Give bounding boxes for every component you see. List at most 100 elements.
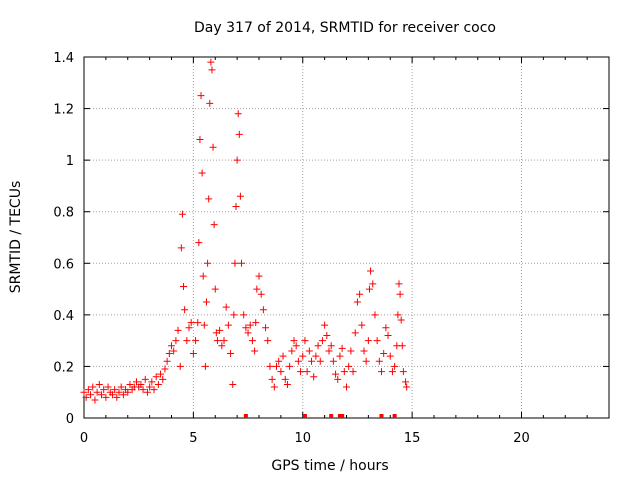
data-point bbox=[211, 285, 219, 293]
data-point bbox=[314, 342, 322, 350]
data-point bbox=[373, 337, 381, 345]
y-tick-label: 1 bbox=[66, 154, 74, 169]
data-point bbox=[194, 319, 202, 327]
data-point bbox=[227, 350, 235, 358]
zero-marker bbox=[243, 414, 248, 418]
data-point bbox=[102, 393, 110, 401]
data-point bbox=[209, 143, 217, 151]
data-point bbox=[174, 326, 182, 334]
data-point bbox=[231, 259, 239, 267]
data-point bbox=[338, 344, 346, 352]
data-point bbox=[332, 370, 340, 378]
data-point bbox=[187, 319, 195, 327]
data-point bbox=[197, 92, 205, 100]
data-point bbox=[299, 352, 307, 360]
zero-marker bbox=[329, 414, 334, 418]
data-point bbox=[146, 383, 154, 391]
data-point bbox=[264, 337, 272, 345]
data-point bbox=[297, 368, 305, 376]
data-point bbox=[349, 368, 357, 376]
data-point bbox=[336, 352, 344, 360]
data-point bbox=[248, 337, 256, 345]
data-point bbox=[340, 368, 348, 376]
data-point bbox=[301, 337, 309, 345]
data-point bbox=[334, 375, 342, 383]
data-point bbox=[137, 380, 145, 388]
y-tick-label: 1.2 bbox=[53, 103, 74, 118]
data-point bbox=[199, 272, 207, 280]
data-point bbox=[294, 357, 302, 365]
data-point bbox=[98, 391, 105, 399]
data-point bbox=[358, 321, 366, 329]
data-point bbox=[378, 368, 385, 376]
data-point bbox=[200, 321, 208, 329]
data-point bbox=[356, 290, 364, 298]
data-point bbox=[242, 324, 250, 332]
data-point bbox=[233, 156, 241, 164]
data-point bbox=[308, 357, 315, 365]
data-point bbox=[244, 329, 252, 337]
data-point bbox=[329, 357, 337, 365]
data-point bbox=[207, 58, 215, 66]
data-point bbox=[220, 337, 228, 345]
data-point bbox=[266, 362, 274, 370]
data-point bbox=[232, 203, 240, 211]
data-point bbox=[286, 362, 294, 370]
data-point bbox=[84, 386, 92, 394]
data-point bbox=[252, 319, 260, 327]
grid-lines bbox=[84, 57, 609, 418]
data-point bbox=[367, 267, 375, 275]
tick-labels: 0 0.2 0.4 0.6 0.8 1 1.2 1.4 0 5 10 15 20 bbox=[53, 51, 529, 446]
data-point bbox=[259, 306, 267, 314]
data-point bbox=[347, 347, 355, 355]
data-point bbox=[115, 388, 123, 396]
x-axis-label: GPS time / hours bbox=[271, 458, 388, 474]
data-point bbox=[262, 324, 270, 332]
data-point bbox=[399, 368, 407, 376]
zero-marker bbox=[302, 414, 307, 418]
x-tick-label: 0 bbox=[80, 431, 88, 446]
axis-ticks bbox=[83, 56, 609, 419]
data-point bbox=[268, 375, 276, 383]
data-point bbox=[152, 373, 160, 381]
y-tick-label: 1.4 bbox=[53, 51, 74, 66]
data-point bbox=[312, 352, 320, 360]
data-point bbox=[133, 378, 140, 386]
data-point bbox=[305, 347, 313, 355]
data-point bbox=[198, 169, 206, 177]
data-point bbox=[255, 272, 263, 280]
data-point bbox=[270, 383, 278, 391]
data-point bbox=[100, 386, 108, 394]
data-point bbox=[362, 357, 370, 365]
data-point bbox=[210, 221, 218, 229]
data-point bbox=[159, 375, 167, 383]
chart-title: Day 317 of 2014, SRMTID for receiver coc… bbox=[194, 20, 496, 36]
data-point bbox=[395, 280, 403, 288]
data-point bbox=[91, 396, 99, 404]
data-point bbox=[168, 342, 175, 350]
data-point bbox=[275, 357, 283, 365]
data-point bbox=[403, 383, 411, 391]
data-point bbox=[192, 337, 200, 345]
data-point bbox=[234, 110, 242, 118]
data-point bbox=[240, 311, 248, 319]
data-point bbox=[364, 337, 372, 345]
data-point bbox=[93, 388, 101, 396]
data-point bbox=[201, 362, 209, 370]
data-point bbox=[382, 324, 390, 332]
data-point bbox=[303, 368, 311, 376]
data-point bbox=[283, 380, 291, 388]
data-point bbox=[238, 259, 245, 267]
x-tick-label: 5 bbox=[189, 431, 197, 446]
y-tick-label: 0.2 bbox=[53, 360, 74, 375]
data-point bbox=[391, 362, 399, 370]
data-point bbox=[230, 311, 238, 319]
data-point bbox=[316, 357, 324, 365]
data-point bbox=[277, 368, 285, 376]
y-tick-label: 0.6 bbox=[53, 257, 74, 272]
y-tick-label: 0 bbox=[66, 412, 74, 427]
data-point bbox=[218, 342, 226, 350]
data-point bbox=[206, 99, 214, 107]
data-point bbox=[279, 352, 287, 360]
